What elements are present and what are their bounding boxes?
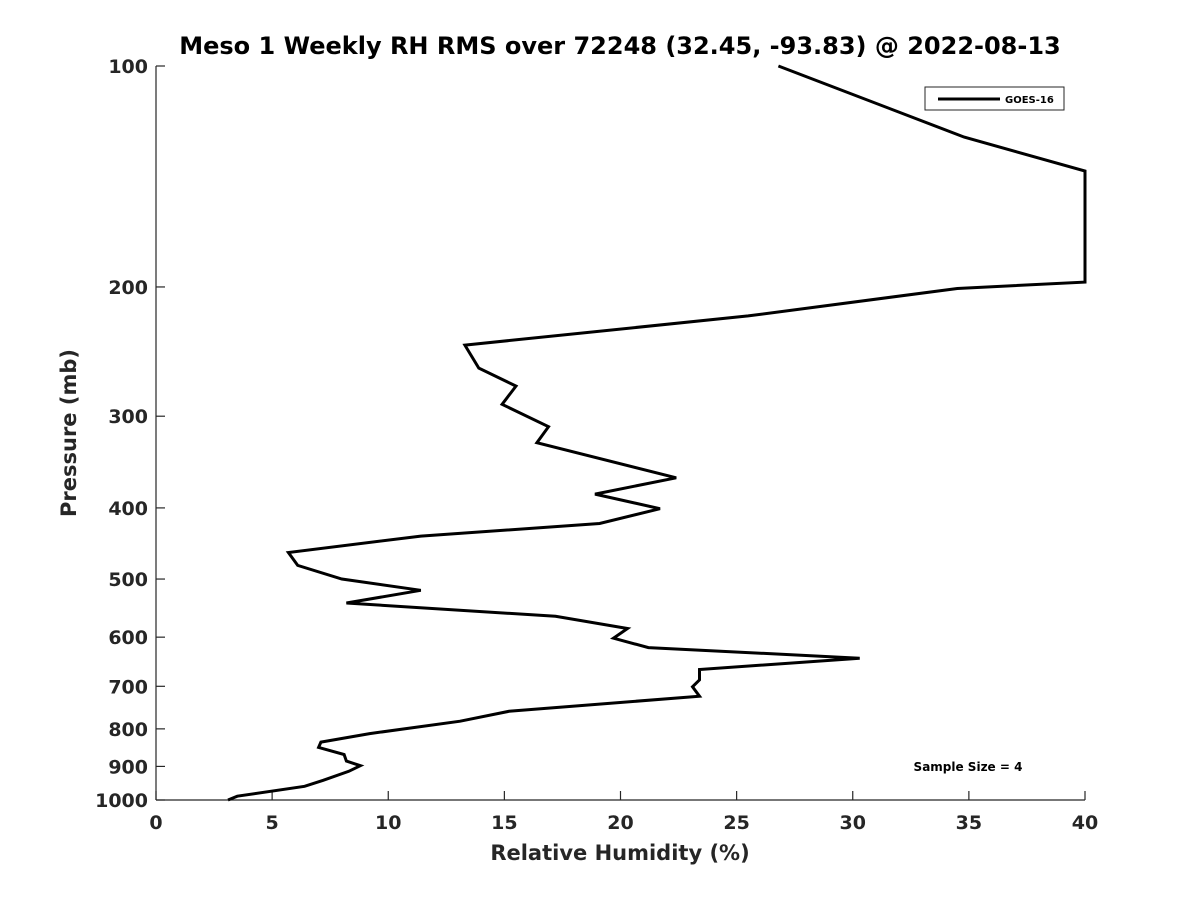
legend: GOES-16	[924, 86, 1065, 111]
series-line-goes-16	[227, 64, 1087, 802]
chart-title: Meso 1 Weekly RH RMS over 72248 (32.45, …	[179, 32, 1061, 60]
x-tick-label: 15	[491, 812, 517, 834]
y-tick-label: 800	[108, 719, 148, 741]
y-tick-label: 700	[108, 676, 148, 698]
sample-size-annotation: Sample Size = 4	[914, 760, 1023, 774]
x-tick-label: 5	[266, 812, 279, 834]
y-tick-label: 100	[108, 56, 148, 78]
plot-frame	[155, 66, 1085, 801]
y-tick-label: 500	[108, 569, 148, 591]
x-tick-label: 35	[956, 812, 982, 834]
x-tick-label: 30	[840, 812, 866, 834]
x-tick-label: 0	[149, 812, 162, 834]
x-tick-label: 25	[723, 812, 749, 834]
legend-label: GOES-16	[1005, 95, 1054, 106]
y-tick-label: 900	[108, 756, 148, 778]
y-tick-label: 200	[108, 277, 148, 299]
y-tick-label: 1000	[95, 790, 148, 812]
x-axis-label: Relative Humidity (%)	[490, 841, 749, 865]
y-tick-label: 400	[108, 498, 148, 520]
y-tick-label: 300	[108, 406, 148, 428]
x-tick-label: 40	[1072, 812, 1098, 834]
y-tick-label: 600	[108, 627, 148, 649]
series-layer	[227, 64, 1087, 802]
x-axis-ticks: 0 5 10 15 20 25 30 35 40	[149, 791, 1098, 834]
x-tick-label: 10	[375, 812, 401, 834]
x-tick-label: 20	[607, 812, 633, 834]
y-axis-label: Pressure (mb)	[57, 349, 81, 517]
y-axis-ticks: 100 200 300 400 500 600 700 800 900 1000	[95, 56, 165, 812]
